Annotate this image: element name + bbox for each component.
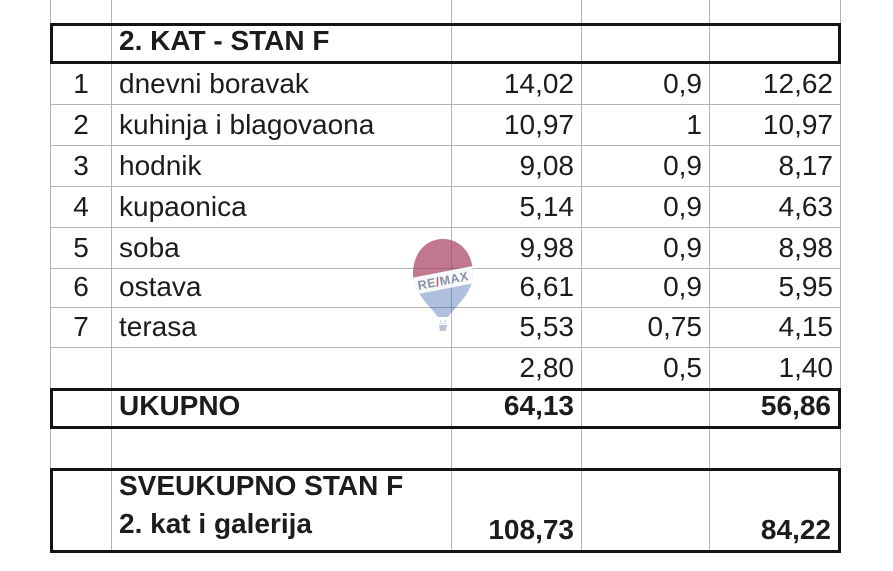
cell-area: 6,61 xyxy=(452,269,582,307)
cell-room-name: kuhinja i blagovaona xyxy=(112,105,452,145)
cell-row-number: 5 xyxy=(50,228,112,268)
cell-reduced-area: 1,40 xyxy=(710,348,841,388)
cell-header-coef xyxy=(582,26,710,61)
grand-total-label: SVEUKUPNO STAN F 2. kat i galerija xyxy=(112,470,452,550)
cell-reduced-area: 8,98 xyxy=(710,228,841,268)
cell-area: 2,80 xyxy=(452,348,582,388)
cell-row-number: 4 xyxy=(50,187,112,227)
cell-row-number: 2 xyxy=(50,105,112,145)
cell-header-num xyxy=(53,26,112,61)
total-coef xyxy=(582,391,710,426)
cell-coefficient: 0,75 xyxy=(582,308,710,347)
cell-spacer-reduced xyxy=(710,429,841,468)
cell-row-number xyxy=(50,348,112,388)
cell-header-area xyxy=(452,26,582,61)
table-row: 5 soba 9,98 0,9 8,98 xyxy=(50,228,841,269)
total-area: 64,13 xyxy=(452,391,582,426)
cell-spacer-area xyxy=(452,429,582,468)
cell-area: 9,08 xyxy=(452,146,582,186)
cell-coefficient: 1 xyxy=(582,105,710,145)
cell-coefficient: 0,9 xyxy=(582,146,710,186)
cell-row-number: 6 xyxy=(50,269,112,307)
cell-room-name xyxy=(112,348,452,388)
cell-total-num xyxy=(53,391,112,426)
cell-room-name: kupaonica xyxy=(112,187,452,227)
cell-coefficient: 0,9 xyxy=(582,228,710,268)
cell-header-reduced xyxy=(710,26,838,61)
cell-spacer-name xyxy=(112,429,452,468)
cell-room-name: ostava xyxy=(112,269,452,307)
cell-top-num xyxy=(50,0,112,23)
table-row: 3 hodnik 9,08 0,9 8,17 xyxy=(50,146,841,187)
cell-room-name: dnevni boravak xyxy=(112,64,452,104)
cell-spacer-num xyxy=(50,429,112,468)
cell-top-area xyxy=(452,0,582,23)
table-row: 2,80 0,5 1,40 xyxy=(50,348,841,388)
cell-grand-num xyxy=(53,471,112,550)
area-table: 2. KAT - STAN F 1 dnevni boravak 14,02 0… xyxy=(50,0,841,553)
table-row-top-partial xyxy=(50,0,841,23)
grand-total-reduced: 84,22 xyxy=(760,514,831,545)
grand-total-coef xyxy=(582,471,710,550)
cell-reduced-area: 12,62 xyxy=(710,64,841,104)
cell-row-number: 3 xyxy=(50,146,112,186)
cell-reduced-area: 5,95 xyxy=(710,269,841,307)
cell-top-coef xyxy=(582,0,710,23)
total-reduced: 56,86 xyxy=(760,390,831,421)
cell-reduced-area: 4,63 xyxy=(710,187,841,227)
table-title: 2. KAT - STAN F xyxy=(112,26,452,61)
table-header-row: 2. KAT - STAN F xyxy=(50,23,841,64)
grand-total-label-line2: 2. kat i galerija xyxy=(119,508,312,539)
spacer-row xyxy=(50,429,841,468)
cell-coefficient: 0,5 xyxy=(582,348,710,388)
cell-area: 5,14 xyxy=(452,187,582,227)
cell-reduced-area: 4,15 xyxy=(710,308,841,347)
total-label: UKUPNO xyxy=(112,391,452,426)
cell-area: 5,53 xyxy=(452,308,582,347)
cell-row-number: 1 xyxy=(50,64,112,104)
cell-coefficient: 0,9 xyxy=(582,187,710,227)
cell-room-name: soba xyxy=(112,228,452,268)
cell-area: 14,02 xyxy=(452,64,582,104)
cell-reduced-area: 10,97 xyxy=(710,105,841,145)
grand-total-area: 108,73 xyxy=(452,471,582,550)
cell-coefficient: 0,9 xyxy=(582,269,710,307)
table-row: 7 terasa 5,53 0,75 4,15 xyxy=(50,308,841,348)
cell-spacer-coef xyxy=(582,429,710,468)
table-row: 2 kuhinja i blagovaona 10,97 1 10,97 xyxy=(50,105,841,146)
cell-reduced-area: 8,17 xyxy=(710,146,841,186)
cell-top-reduced xyxy=(710,0,841,23)
cell-top-name xyxy=(112,0,452,23)
grand-total-row: SVEUKUPNO STAN F 2. kat i galerija 108,7… xyxy=(50,468,841,553)
grand-total-label-line1: SVEUKUPNO STAN F xyxy=(119,470,404,501)
cell-room-name: hodnik xyxy=(112,146,452,186)
cell-area: 10,97 xyxy=(452,105,582,145)
table-row: 6 ostava 6,61 0,9 5,95 xyxy=(50,269,841,308)
cell-coefficient: 0,9 xyxy=(582,64,710,104)
cell-row-number: 7 xyxy=(50,308,112,347)
table-row: 4 kupaonica 5,14 0,9 4,63 xyxy=(50,187,841,228)
cell-room-name: terasa xyxy=(112,308,452,347)
total-row: UKUPNO 64,13 56,86 xyxy=(50,388,841,429)
table-row: 1 dnevni boravak 14,02 0,9 12,62 xyxy=(50,64,841,105)
cell-area: 9,98 xyxy=(452,228,582,268)
